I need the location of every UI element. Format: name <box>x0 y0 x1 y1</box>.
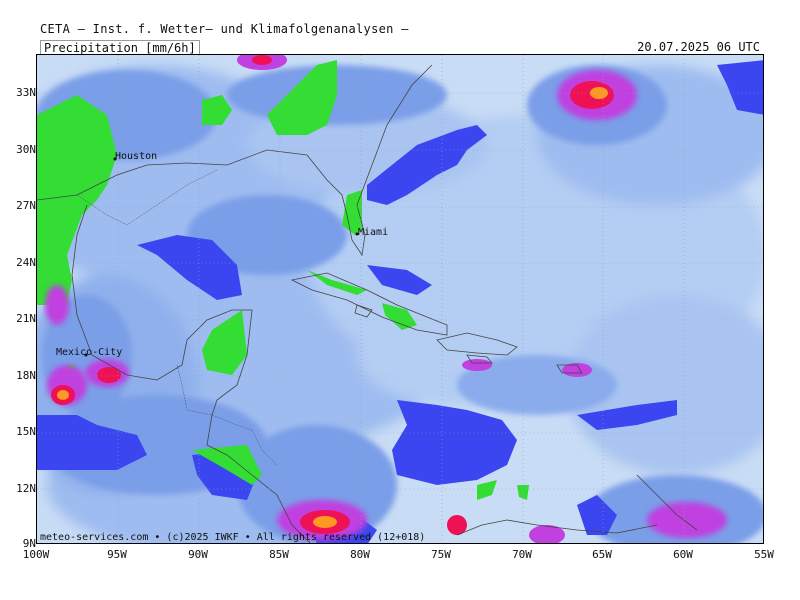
lon-label-95w: 95W <box>107 548 127 561</box>
city-label-mexico-city: Mexico-City <box>56 347 123 358</box>
city-label-houston: Houston <box>115 151 158 162</box>
lon-label-65w: 65W <box>592 548 612 561</box>
coastlines <box>37 64 698 543</box>
heavy-precip-cores <box>45 55 727 543</box>
valid-time: 20.07.2025 06 UTC <box>637 40 760 54</box>
lat-lon-grid <box>37 55 763 543</box>
precipitation-map[interactable] <box>36 54 764 544</box>
lon-label-85w: 85W <box>269 548 289 561</box>
lon-label-55w: 55W <box>754 548 774 561</box>
lat-label-12n: 12N <box>16 482 36 495</box>
lon-label-90w: 90W <box>188 548 208 561</box>
credit-line: meteo-services.com • (c)2025 IWKF • All … <box>40 532 426 543</box>
lon-label-75w: 75W <box>431 548 451 561</box>
lon-label-100w: 100W <box>22 548 50 561</box>
lon-label-70w: 70W <box>512 548 532 561</box>
lat-label-15n: 15N <box>16 425 36 438</box>
city-markers <box>84 157 359 357</box>
lat-label-24n: 24N <box>16 256 36 269</box>
lon-label-80w: 80W <box>350 548 370 561</box>
lat-label-9n: 9N <box>22 537 36 550</box>
lat-label-27n: 27N <box>16 199 36 212</box>
borders <box>76 169 278 466</box>
map-canvas <box>37 55 763 543</box>
city-marker-mexico-city <box>84 353 88 357</box>
lon-label-60w: 60W <box>673 548 693 561</box>
precip-blue-patches <box>37 60 763 543</box>
parameter-label: Precipitation [mm/6h] <box>40 40 200 55</box>
green-areas <box>37 60 529 500</box>
lat-label-21n: 21N <box>16 312 36 325</box>
city-label-miami: Miami <box>358 227 389 238</box>
lat-label-18n: 18N <box>16 369 36 382</box>
lat-label-30n: 30N <box>16 143 36 156</box>
map-title: CETA — Inst. f. Wetter— und Klimafolgena… <box>40 22 409 36</box>
city-marker-miami <box>355 232 359 236</box>
city-marker-houston <box>113 157 117 161</box>
lat-label-33n: 33N <box>16 86 36 99</box>
